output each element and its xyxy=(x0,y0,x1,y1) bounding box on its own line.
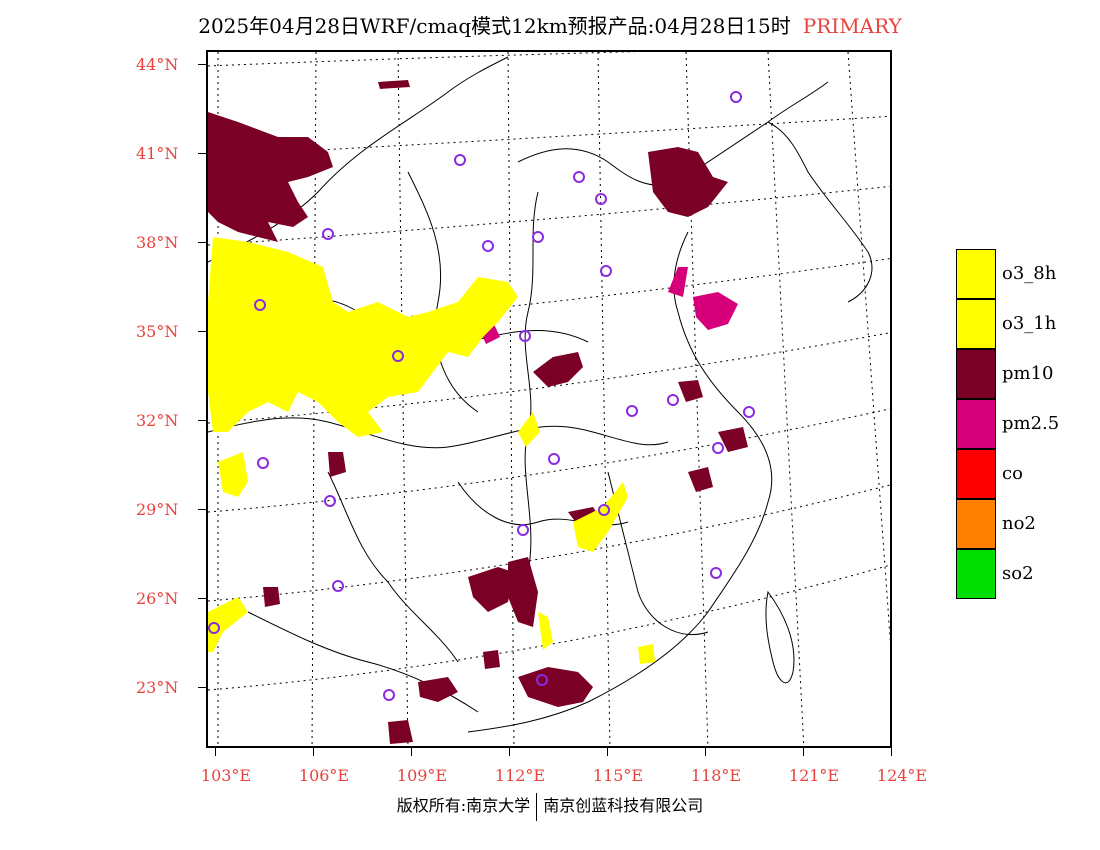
legend-swatch xyxy=(956,399,996,449)
lat-label: 26°N xyxy=(136,589,179,608)
lat-tick xyxy=(198,420,206,421)
o3-regions xyxy=(208,237,655,664)
legend-label: o3_8h xyxy=(1002,263,1057,284)
copyright: 版权所有:南京大学 南京创蓝科技有限公司 xyxy=(0,792,1100,821)
legend-item-pm10: pm10 xyxy=(956,349,1096,399)
lat-tick xyxy=(198,64,206,65)
lon-label: 121°E xyxy=(788,766,840,785)
legend-label: pm2.5 xyxy=(1002,413,1060,434)
legend-swatch xyxy=(956,449,996,499)
lat-label: 23°N xyxy=(136,678,179,697)
lon-tick xyxy=(411,748,412,756)
legend-item-o3-8h: o3_8h xyxy=(956,249,1096,299)
legend-label: o3_1h xyxy=(1002,313,1057,334)
lat-label: 44°N xyxy=(136,55,179,74)
lon-label: 103°E xyxy=(200,766,252,785)
legend-swatch xyxy=(956,299,996,349)
lon-tick xyxy=(803,748,804,756)
lat-label: 38°N xyxy=(136,233,179,252)
legend-label: so2 xyxy=(1002,563,1034,584)
legend-item-no2: no2 xyxy=(956,499,1096,549)
title-tag: PRIMARY xyxy=(802,14,902,38)
legend-swatch xyxy=(956,549,996,599)
legend-swatch xyxy=(956,349,996,399)
copyright-right: 南京创蓝科技有限公司 xyxy=(543,796,704,815)
lon-label: 112°E xyxy=(494,766,546,785)
map-canvas xyxy=(208,52,890,746)
legend-label: pm10 xyxy=(1002,363,1054,384)
lat-tick xyxy=(198,242,206,243)
lat-tick xyxy=(198,331,206,332)
chart-title: 2025年04月28日WRF/cmaq模式12km预报产品:04月28日15时 P… xyxy=(0,10,1100,39)
lon-label: 124°E xyxy=(876,766,928,785)
title-text: 2025年04月28日WRF/cmaq模式12km预报产品:04月28日15时 xyxy=(198,14,791,38)
pm10-regions xyxy=(208,80,748,744)
lon-tick xyxy=(705,748,706,756)
lon-label: 118°E xyxy=(690,766,742,785)
map-area xyxy=(206,50,892,748)
lat-label: 35°N xyxy=(136,322,179,341)
lat-label: 29°N xyxy=(136,500,179,519)
legend-item-o3-1h: o3_1h xyxy=(956,299,1096,349)
copyright-left: 版权所有:南京大学 xyxy=(396,796,531,815)
copyright-separator xyxy=(536,792,538,821)
lat-tick xyxy=(198,598,206,599)
lon-tick xyxy=(891,748,892,756)
legend-label: co xyxy=(1002,463,1023,484)
lat-tick xyxy=(198,509,206,510)
lon-tick xyxy=(509,748,510,756)
legend-label: no2 xyxy=(1002,513,1036,534)
lon-label: 115°E xyxy=(592,766,644,785)
lat-tick xyxy=(198,153,206,154)
legend-swatch xyxy=(956,249,996,299)
legend-item-pm25: pm2.5 xyxy=(956,399,1096,449)
legend-item-co: co xyxy=(956,449,1096,499)
lon-tick xyxy=(313,748,314,756)
legend-item-so2: so2 xyxy=(956,549,1096,599)
lat-label: 32°N xyxy=(136,411,179,430)
lat-label: 41°N xyxy=(136,144,179,163)
pm25-regions xyxy=(478,267,738,344)
lon-label: 109°E xyxy=(396,766,448,785)
legend-swatch xyxy=(956,499,996,549)
lat-tick xyxy=(198,687,206,688)
station-markers xyxy=(208,91,755,701)
lon-tick xyxy=(607,748,608,756)
lon-label: 106°E xyxy=(298,766,350,785)
lon-tick xyxy=(215,748,216,756)
